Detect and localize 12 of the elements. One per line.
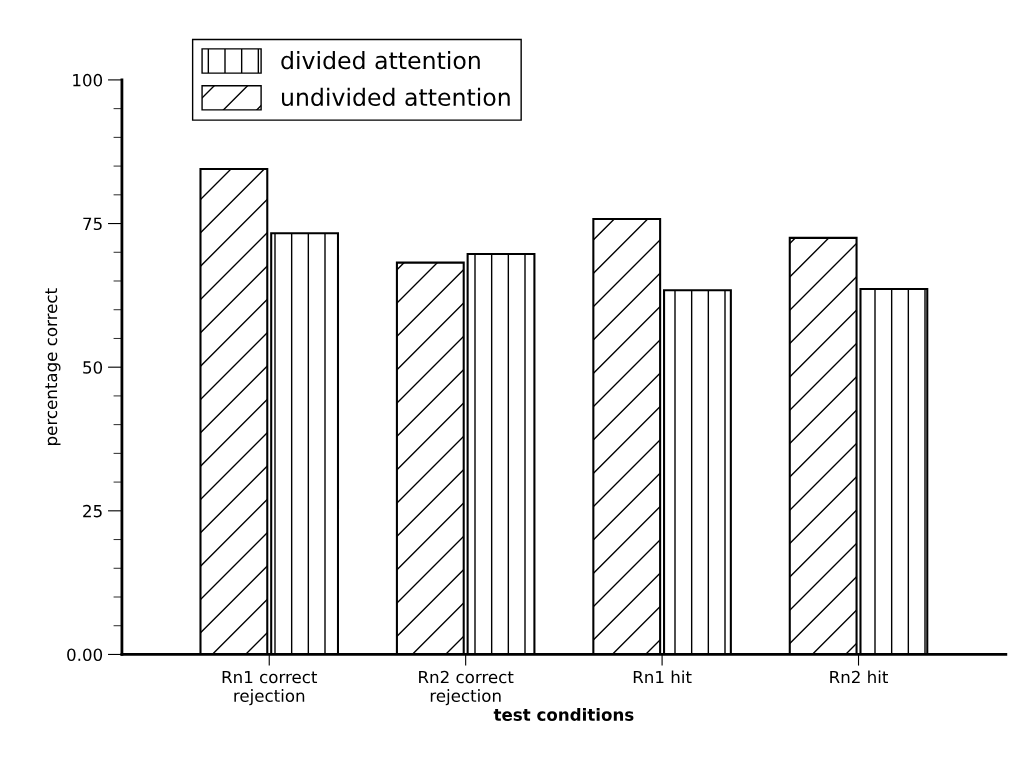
- x-tick-label: Rn1 hit: [633, 670, 692, 684]
- legend-label: divided attention: [281, 51, 480, 70]
- x-tick-label: Rn2 hit: [830, 670, 889, 684]
- y-axis-title: percentage correct: [45, 288, 61, 445]
- legend-label: undivided attention: [282, 87, 510, 107]
- y-tick-label: 100: [73, 73, 103, 87]
- x-tick-label: Rn1 correct rejection: [222, 670, 318, 706]
- y-tick-label: 25: [83, 504, 102, 518]
- x-axis-title: test conditions: [493, 708, 634, 721]
- y-tick-label: 0.00: [67, 648, 103, 662]
- y-tick-label: 75: [83, 217, 102, 231]
- y-tick-label: 50: [83, 361, 103, 374]
